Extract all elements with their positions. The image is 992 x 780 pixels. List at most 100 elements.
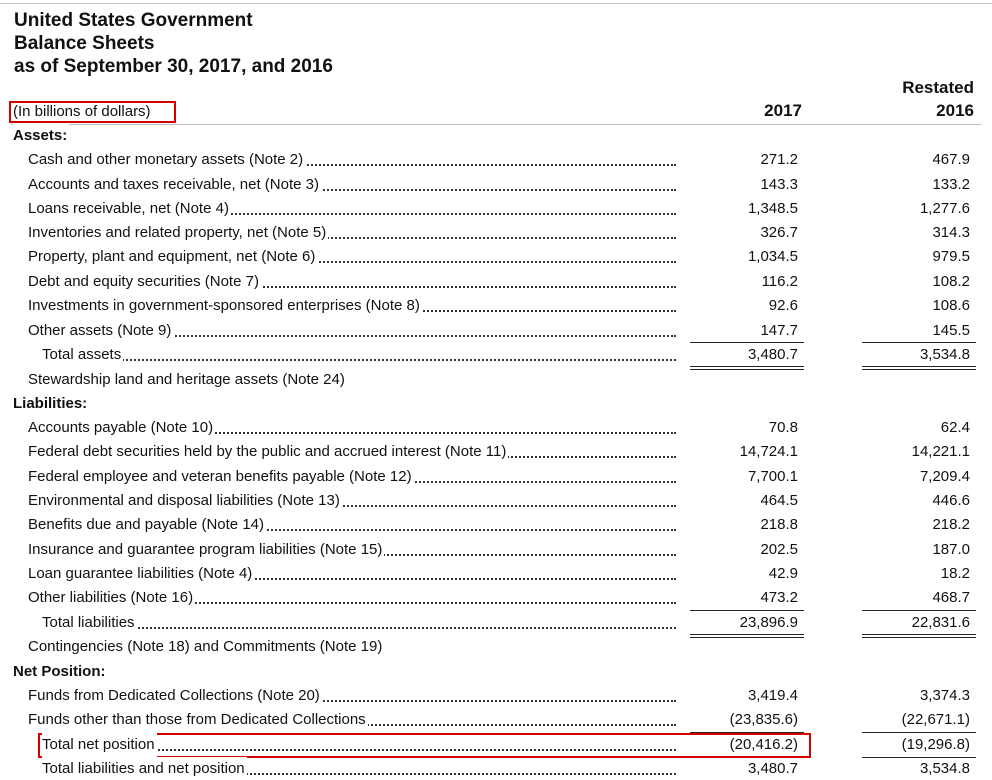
highlight-box-total-net-position — [38, 733, 811, 758]
row-label: Investments in government-sponsored ente… — [28, 294, 422, 318]
value-2017: 464.5 — [760, 492, 798, 509]
value-2016: 467.9 — [932, 151, 970, 168]
value-2017: 3,480.7 — [747, 760, 798, 777]
value-2016: (22,671.1) — [901, 711, 970, 728]
value-2017: 14,724.1 — [739, 443, 798, 460]
subtotal-rule-2016 — [862, 610, 976, 611]
total-double-rule-2017 — [690, 634, 804, 638]
value-2016: 108.2 — [932, 273, 970, 290]
value-2017: 70.8 — [768, 419, 798, 436]
table-row: Inventories and related property, net (N… — [0, 221, 992, 245]
value-2016: 218.2 — [932, 516, 970, 533]
table-row: Funds other than those from Dedicated Co… — [0, 708, 992, 732]
dot-leader — [28, 286, 676, 288]
row-label: Loan guarantee liabilities (Note 4) — [28, 562, 255, 586]
value-2017: 23,896.9 — [739, 614, 798, 631]
value-2017: 7,700.1 — [747, 468, 798, 485]
dot-leader — [28, 602, 676, 604]
total-double-rule-2017 — [690, 366, 804, 370]
value-2016: 22,831.6 — [911, 614, 970, 631]
header-divider — [11, 124, 981, 125]
row-label: Insurance and guarantee program liabilit… — [28, 538, 385, 562]
value-2017: 202.5 — [760, 541, 798, 558]
table-row: Stewardship land and heritage assets (No… — [0, 368, 992, 392]
table-row: Contingencies (Note 18) and Commitments … — [0, 635, 992, 659]
section-net-position: Net Position: — [0, 660, 992, 684]
dot-leader — [42, 627, 676, 629]
value-2016: 18.2 — [940, 565, 970, 582]
dot-leader — [28, 505, 676, 507]
table-row: Federal employee and veteran benefits pa… — [0, 465, 992, 489]
row-label: Cash and other monetary assets (Note 2) — [28, 148, 306, 172]
value-2017: 1,034.5 — [747, 248, 798, 265]
dot-leader — [28, 529, 676, 531]
value-2016: 145.5 — [932, 322, 970, 339]
row-label: Federal employee and veteran benefits pa… — [28, 465, 414, 489]
value-2016: 468.7 — [932, 589, 970, 606]
column-header-2017: 2017 — [764, 101, 802, 120]
row-label: Other assets (Note 9) — [28, 319, 174, 343]
row-label: Total net position — [42, 733, 157, 757]
table-row: Benefits due and payable (Note 14) 218.8… — [0, 513, 992, 537]
section-label: Net Position: — [13, 660, 108, 684]
value-2016: 62.4 — [940, 419, 970, 436]
subtotal-rule-2016 — [862, 732, 976, 733]
row-label: Total liabilities — [42, 611, 137, 635]
value-2016: 7,209.4 — [919, 468, 970, 485]
section-label: Liabilities: — [13, 392, 90, 416]
row-label: Environmental and disposal liabilities (… — [28, 489, 342, 513]
dot-leader — [28, 213, 676, 215]
column-header-restated: Restated — [902, 78, 974, 97]
table-row: Cash and other monetary assets (Note 2) … — [0, 148, 992, 172]
value-2017: 42.9 — [768, 565, 798, 582]
table-row: Accounts payable (Note 10) 70.8 62.4 — [0, 416, 992, 440]
row-label: Other liabilities (Note 16) — [28, 586, 196, 610]
value-2016: 3,374.3 — [919, 687, 970, 704]
document-title: United States Government Balance Sheets … — [14, 9, 333, 78]
dot-leader — [28, 164, 676, 166]
table-row: Funds from Dedicated Collections (Note 2… — [0, 684, 992, 708]
value-2016: (19,296.8) — [901, 736, 970, 753]
dot-leader — [42, 749, 676, 751]
subtotal-rule-2017 — [690, 342, 804, 343]
column-header-2016: 2016 — [936, 101, 974, 120]
value-2017: 326.7 — [760, 224, 798, 241]
row-label: Funds other than those from Dedicated Co… — [28, 708, 368, 732]
row-label: Accounts payable (Note 10) — [28, 416, 216, 440]
dot-leader — [42, 773, 676, 775]
value-2017: 218.8 — [760, 516, 798, 533]
total-double-rule-2016 — [862, 366, 976, 370]
row-label: Federal debt securities held by the publ… — [28, 440, 509, 464]
total-net-position-row: Total net position (20,416.2) (19,296.8) — [0, 733, 992, 757]
subtotal-rule-2016 — [862, 757, 976, 758]
total-double-rule-2016 — [862, 634, 976, 638]
table-row: Other assets (Note 9) 147.7 145.5 — [0, 319, 992, 343]
total-row: Total liabilities 23,896.9 22,831.6 — [0, 611, 992, 635]
value-2016: 3,534.8 — [919, 346, 970, 363]
row-label: Stewardship land and heritage assets (No… — [28, 368, 347, 392]
value-2017: 1,348.5 — [747, 200, 798, 217]
table-row: Other liabilities (Note 16) 473.2 468.7 — [0, 586, 992, 610]
table-row: Federal debt securities held by the publ… — [0, 440, 992, 464]
table-row: Environmental and disposal liabilities (… — [0, 489, 992, 513]
row-label: Benefits due and payable (Note 14) — [28, 513, 266, 537]
value-2016: 108.6 — [932, 297, 970, 314]
table-row: Insurance and guarantee program liabilit… — [0, 538, 992, 562]
value-2017: 271.2 — [760, 151, 798, 168]
top-divider — [0, 3, 992, 4]
row-label: Inventories and related property, net (N… — [28, 221, 329, 245]
section-label: Assets: — [13, 124, 70, 148]
value-2017: (20,416.2) — [729, 736, 798, 753]
section-liabilities: Liabilities: — [0, 392, 992, 416]
value-2016: 446.6 — [932, 492, 970, 509]
row-label: Loans receivable, net (Note 4) — [28, 197, 231, 221]
row-label: Debt and equity securities (Note 7) — [28, 270, 261, 294]
table-row: Loans receivable, net (Note 4) 1,348.5 1… — [0, 197, 992, 221]
value-2017: (23,835.6) — [729, 711, 798, 728]
value-2016: 187.0 — [932, 541, 970, 558]
table-row: Debt and equity securities (Note 7) 116.… — [0, 270, 992, 294]
subtotal-rule-2016 — [862, 342, 976, 343]
subtotal-rule-2017 — [690, 610, 804, 611]
dot-leader — [42, 359, 676, 361]
